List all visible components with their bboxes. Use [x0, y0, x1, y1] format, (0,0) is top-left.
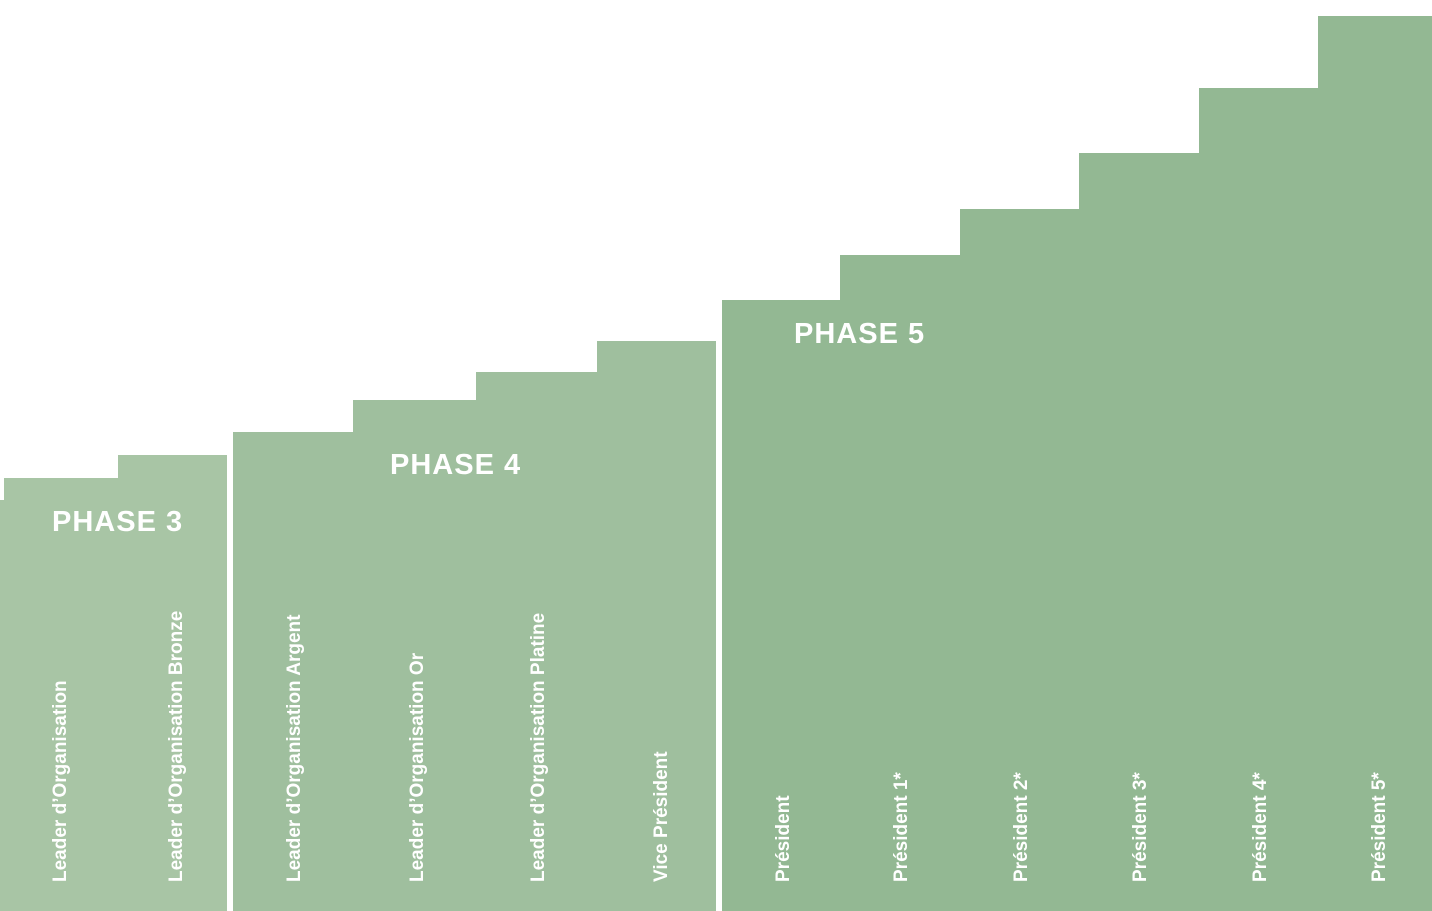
phase5-step-5	[1199, 88, 1318, 911]
phase5-step-4	[1079, 153, 1199, 911]
phase4-step-2	[353, 400, 476, 911]
phase3-step-2	[118, 455, 227, 911]
phase5-step-1	[722, 300, 840, 911]
rank-label-leader-organisation: Leader d’Organisation	[50, 680, 71, 882]
rank-label-leader-organisation-platine: Leader d’Organisation Platine	[528, 612, 549, 882]
rank-label-leader-organisation-or: Leader d’Organisation Or	[407, 652, 428, 882]
rank-label-president-5: Président 5*	[1369, 772, 1390, 882]
phase3-title: PHASE 3	[52, 506, 184, 538]
rank-label-president-1: Président 1*	[891, 772, 912, 882]
phase5-step-2	[840, 255, 960, 911]
phase4-step-3	[476, 372, 597, 911]
rank-label-president-3: Président 3*	[1130, 772, 1151, 882]
phase4-title: PHASE 4	[390, 449, 522, 481]
phase3-step-1	[0, 500, 4, 911]
phase5-step-6	[1318, 16, 1432, 911]
rank-label-leader-organisation-argent: Leader d’Organisation Argent	[284, 614, 305, 882]
phase4-step-4	[597, 341, 716, 911]
phase5-title: PHASE 5	[794, 318, 926, 350]
rank-label-president-4: Président 4*	[1250, 772, 1271, 882]
phase3-step-1	[4, 478, 118, 911]
phase5-step-3	[960, 209, 1079, 911]
rank-label-president: Président	[773, 795, 794, 882]
rank-label-leader-organisation-bronze: Leader d’Organisation Bronze	[166, 610, 187, 882]
rank-label-president-2: Président 2*	[1011, 772, 1032, 882]
phase4-step-1	[233, 432, 353, 911]
rank-label-vice-president: Vice Président	[651, 751, 672, 882]
